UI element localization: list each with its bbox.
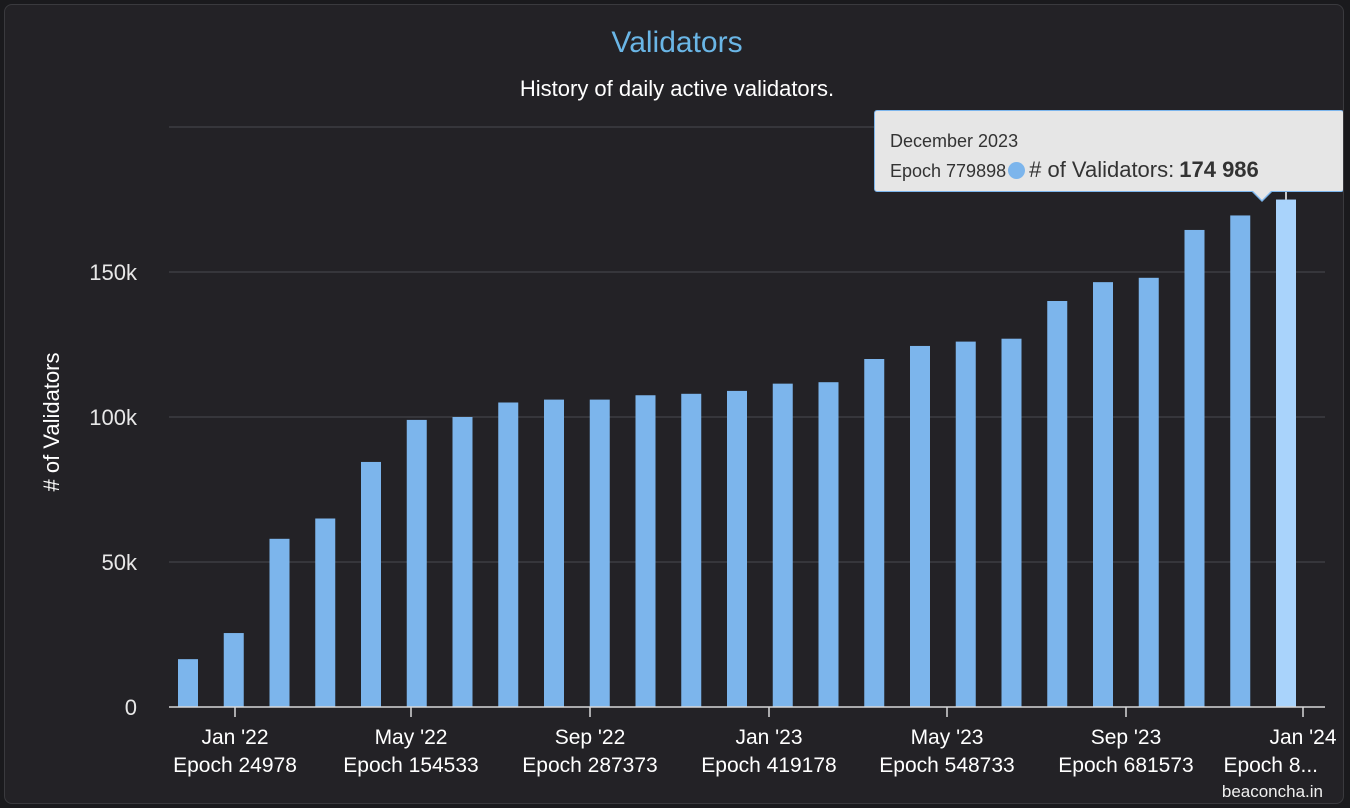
bar[interactable]: [361, 461, 381, 707]
bar[interactable]: [1001, 338, 1022, 707]
bar[interactable]: [864, 359, 885, 707]
y-axis-label: # of Validators: [39, 352, 64, 491]
chart-panel: Validators History of daily active valid…: [4, 4, 1344, 804]
chart-credit[interactable]: beaconcha.in: [1222, 782, 1323, 801]
x-tick-month: May '23: [911, 726, 984, 749]
bar[interactable]: [1138, 277, 1159, 707]
validators-chart: Validators History of daily active valid…: [39, 26, 1337, 801]
bar[interactable]: [223, 633, 244, 707]
x-tick-month: Jan '22: [201, 726, 268, 749]
bar[interactable]: [1047, 301, 1068, 707]
bar[interactable]: [1184, 229, 1205, 707]
bar[interactable]: [589, 399, 610, 707]
bar[interactable]: [178, 659, 198, 707]
bar[interactable]: [269, 538, 290, 707]
bar[interactable]: [498, 402, 519, 708]
bar[interactable]: [452, 417, 473, 707]
x-tick-month: Jan '24: [1269, 726, 1336, 749]
x-tick-month: Sep '22: [555, 726, 626, 749]
bar[interactable]: [772, 383, 793, 707]
bar[interactable]: [1276, 199, 1296, 708]
x-tick-epoch: Epoch 419178: [701, 754, 836, 777]
bar-series[interactable]: [178, 127, 1296, 708]
bar[interactable]: [955, 341, 976, 707]
series-marker-icon: [1008, 162, 1026, 179]
x-tick-epoch: Epoch 548733: [879, 754, 1014, 777]
bar[interactable]: [1230, 215, 1251, 707]
chart-tooltip: December 2023 Epoch 779898 # of Validator…: [874, 110, 1343, 202]
bar[interactable]: [910, 345, 930, 707]
tooltip-value: 174 986: [1179, 157, 1259, 182]
bar[interactable]: [727, 390, 747, 707]
bar[interactable]: [406, 419, 427, 707]
x-tick-epoch: Epoch 681573: [1058, 754, 1193, 777]
bar[interactable]: [1093, 282, 1113, 707]
tooltip-detail: Epoch 779898 # of Validators: 174 986: [890, 157, 1259, 183]
x-tick-epoch: Epoch 8...: [1223, 754, 1318, 777]
bar[interactable]: [818, 382, 839, 707]
y-tick-label: 0: [125, 695, 137, 720]
x-axis: Jan '22 Epoch 24978 May '22 Epoch 154533 Sep…: [169, 706, 1337, 777]
bar[interactable]: [681, 393, 702, 707]
y-tick-label: 50k: [102, 550, 138, 575]
bar[interactable]: [544, 399, 564, 707]
y-tick-label: 150k: [89, 260, 138, 285]
x-tick-month: Sep '23: [1091, 726, 1162, 749]
chart-title: Validators: [611, 26, 742, 59]
x-tick-month: Jan '23: [735, 726, 802, 749]
x-tick-epoch: Epoch 287373: [522, 754, 657, 777]
bar[interactable]: [635, 395, 656, 707]
y-tick-label: 100k: [89, 405, 138, 430]
chart-subtitle: History of daily active validators.: [520, 76, 834, 101]
tooltip-series-label: # of Validators:: [1029, 157, 1175, 182]
tooltip-date: December 2023: [890, 131, 1019, 151]
bar[interactable]: [315, 518, 336, 708]
y-axis-ticks: 0 50k 100k 150k: [89, 260, 138, 720]
x-tick-epoch: Epoch 24978: [173, 754, 297, 777]
tooltip-epoch: Epoch 779898: [890, 161, 1007, 181]
x-tick-epoch: Epoch 154533: [343, 754, 478, 777]
x-tick-month: May '22: [375, 726, 448, 749]
